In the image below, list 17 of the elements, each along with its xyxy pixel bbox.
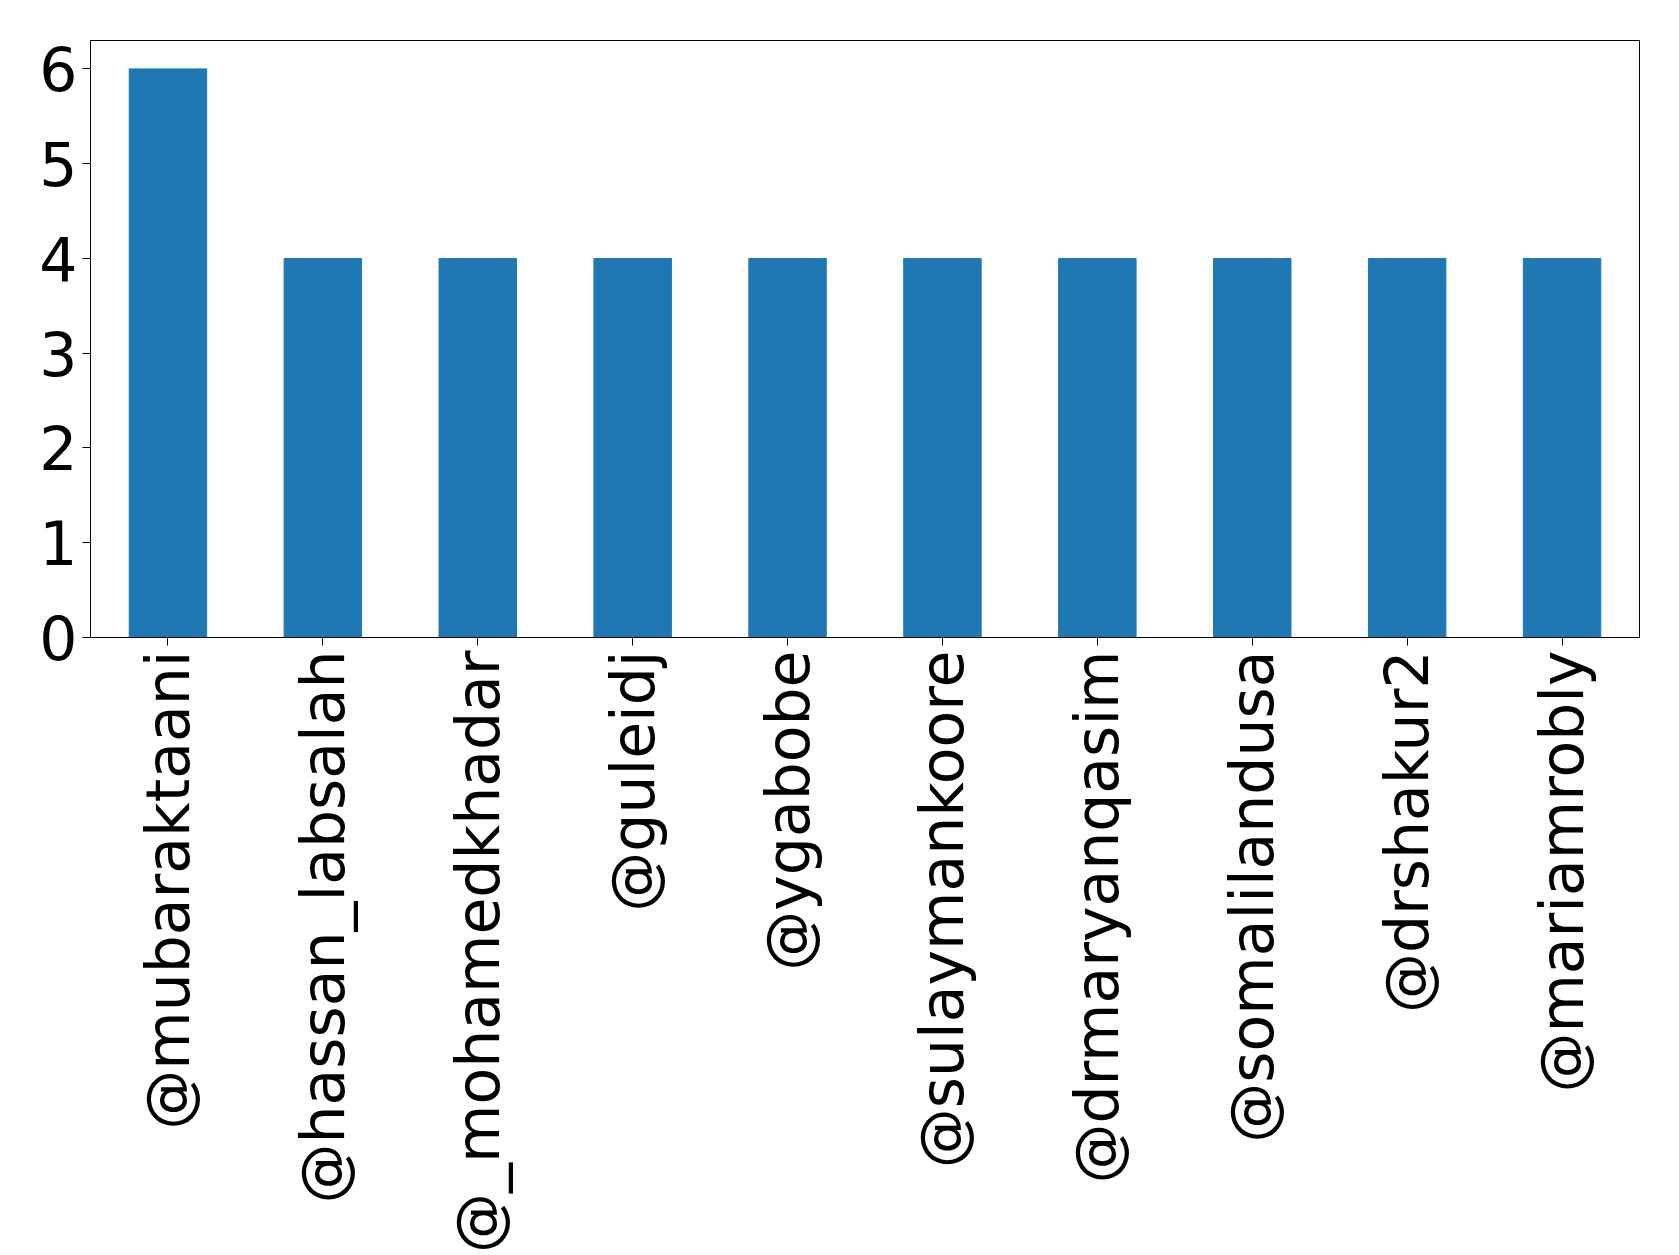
x-tick-label: @sulaymankoore <box>907 650 978 1169</box>
x-tick-label: @drshakur2 <box>1372 650 1443 1014</box>
x-tick-label: @_mohamedkhadar <box>442 650 513 1253</box>
y-tick-label: 2 <box>39 414 78 485</box>
x-tick-label: @guleidj <box>597 650 668 912</box>
y-tick-label: 3 <box>39 319 78 390</box>
x-tick-label: @mubaraktaani <box>132 650 203 1130</box>
y-tick-label: 5 <box>39 130 78 201</box>
x-tick-label: @mariamrobly <box>1527 650 1598 1093</box>
y-tick-label: 4 <box>39 224 78 295</box>
x-tick-label: @hassan_labsalah <box>287 650 358 1204</box>
x-tick-label: @ygabobe <box>752 650 823 971</box>
x-tick-label: @somalilandusa <box>1217 650 1288 1143</box>
y-tick-label: 1 <box>39 509 78 580</box>
y-tick-label: 6 <box>39 35 78 106</box>
y-tick-label: 0 <box>39 604 78 674</box>
x-tick-label: @drmaryanqasim <box>1062 650 1133 1184</box>
